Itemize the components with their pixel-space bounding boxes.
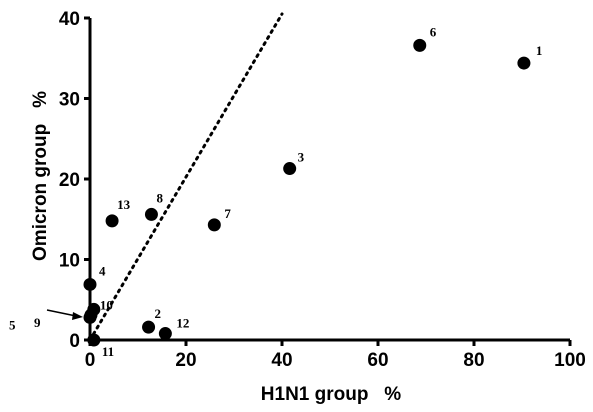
y-tick-label: 0 bbox=[69, 331, 80, 352]
point-label-1: 1 bbox=[536, 43, 543, 58]
y-tick-label: 10 bbox=[59, 251, 80, 272]
x-tick-label: 0 bbox=[85, 350, 96, 371]
point-label-9: 9 bbox=[34, 315, 41, 330]
data-point-7 bbox=[207, 218, 221, 232]
axes: 0 20 40 60 80 100 0 10 20 30 40 bbox=[59, 9, 586, 371]
point-label-2: 2 bbox=[155, 306, 162, 321]
reference-line bbox=[88, 12, 284, 342]
x-tick-label: 40 bbox=[271, 350, 292, 371]
point-label-5: 5 bbox=[9, 317, 16, 332]
annotation-arrow bbox=[46, 309, 77, 317]
reference-line-layer bbox=[88, 12, 284, 342]
annotation-arrowhead bbox=[72, 312, 83, 320]
y-tick-label: 40 bbox=[59, 9, 80, 30]
point-label-7: 7 bbox=[224, 206, 231, 221]
data-point-13 bbox=[105, 214, 119, 228]
x-tick-label: 20 bbox=[175, 350, 196, 371]
point-label-11: 11 bbox=[102, 344, 114, 359]
y-tick-label: 30 bbox=[59, 90, 80, 111]
point-label-12: 12 bbox=[176, 316, 189, 331]
point-label-10: 10 bbox=[100, 297, 113, 312]
data-point-11 bbox=[87, 333, 101, 347]
annotation-arrow-layer bbox=[46, 309, 83, 320]
data-points bbox=[83, 38, 531, 347]
x-tick-label: 60 bbox=[367, 350, 388, 371]
data-point-12 bbox=[158, 327, 172, 341]
x-tick-label: 80 bbox=[463, 350, 484, 371]
point-label-13: 13 bbox=[117, 197, 131, 212]
point-label-3: 3 bbox=[298, 150, 305, 165]
point-label-4: 4 bbox=[99, 263, 106, 278]
point-label-8: 8 bbox=[156, 190, 163, 205]
x-axis-title: H1N1 group % bbox=[261, 384, 402, 405]
data-point-8 bbox=[144, 207, 158, 221]
y-axis-title: Omicron group % bbox=[30, 91, 51, 261]
data-point-3 bbox=[283, 162, 297, 176]
x-tick-label: 100 bbox=[554, 350, 586, 371]
data-point-1 bbox=[517, 56, 531, 70]
data-point-10 bbox=[87, 302, 101, 316]
y-tick-label: 20 bbox=[59, 170, 80, 191]
data-point-2 bbox=[142, 320, 156, 334]
data-point-6 bbox=[413, 38, 427, 52]
data-point-4 bbox=[83, 277, 97, 291]
point-label-6: 6 bbox=[430, 24, 437, 39]
